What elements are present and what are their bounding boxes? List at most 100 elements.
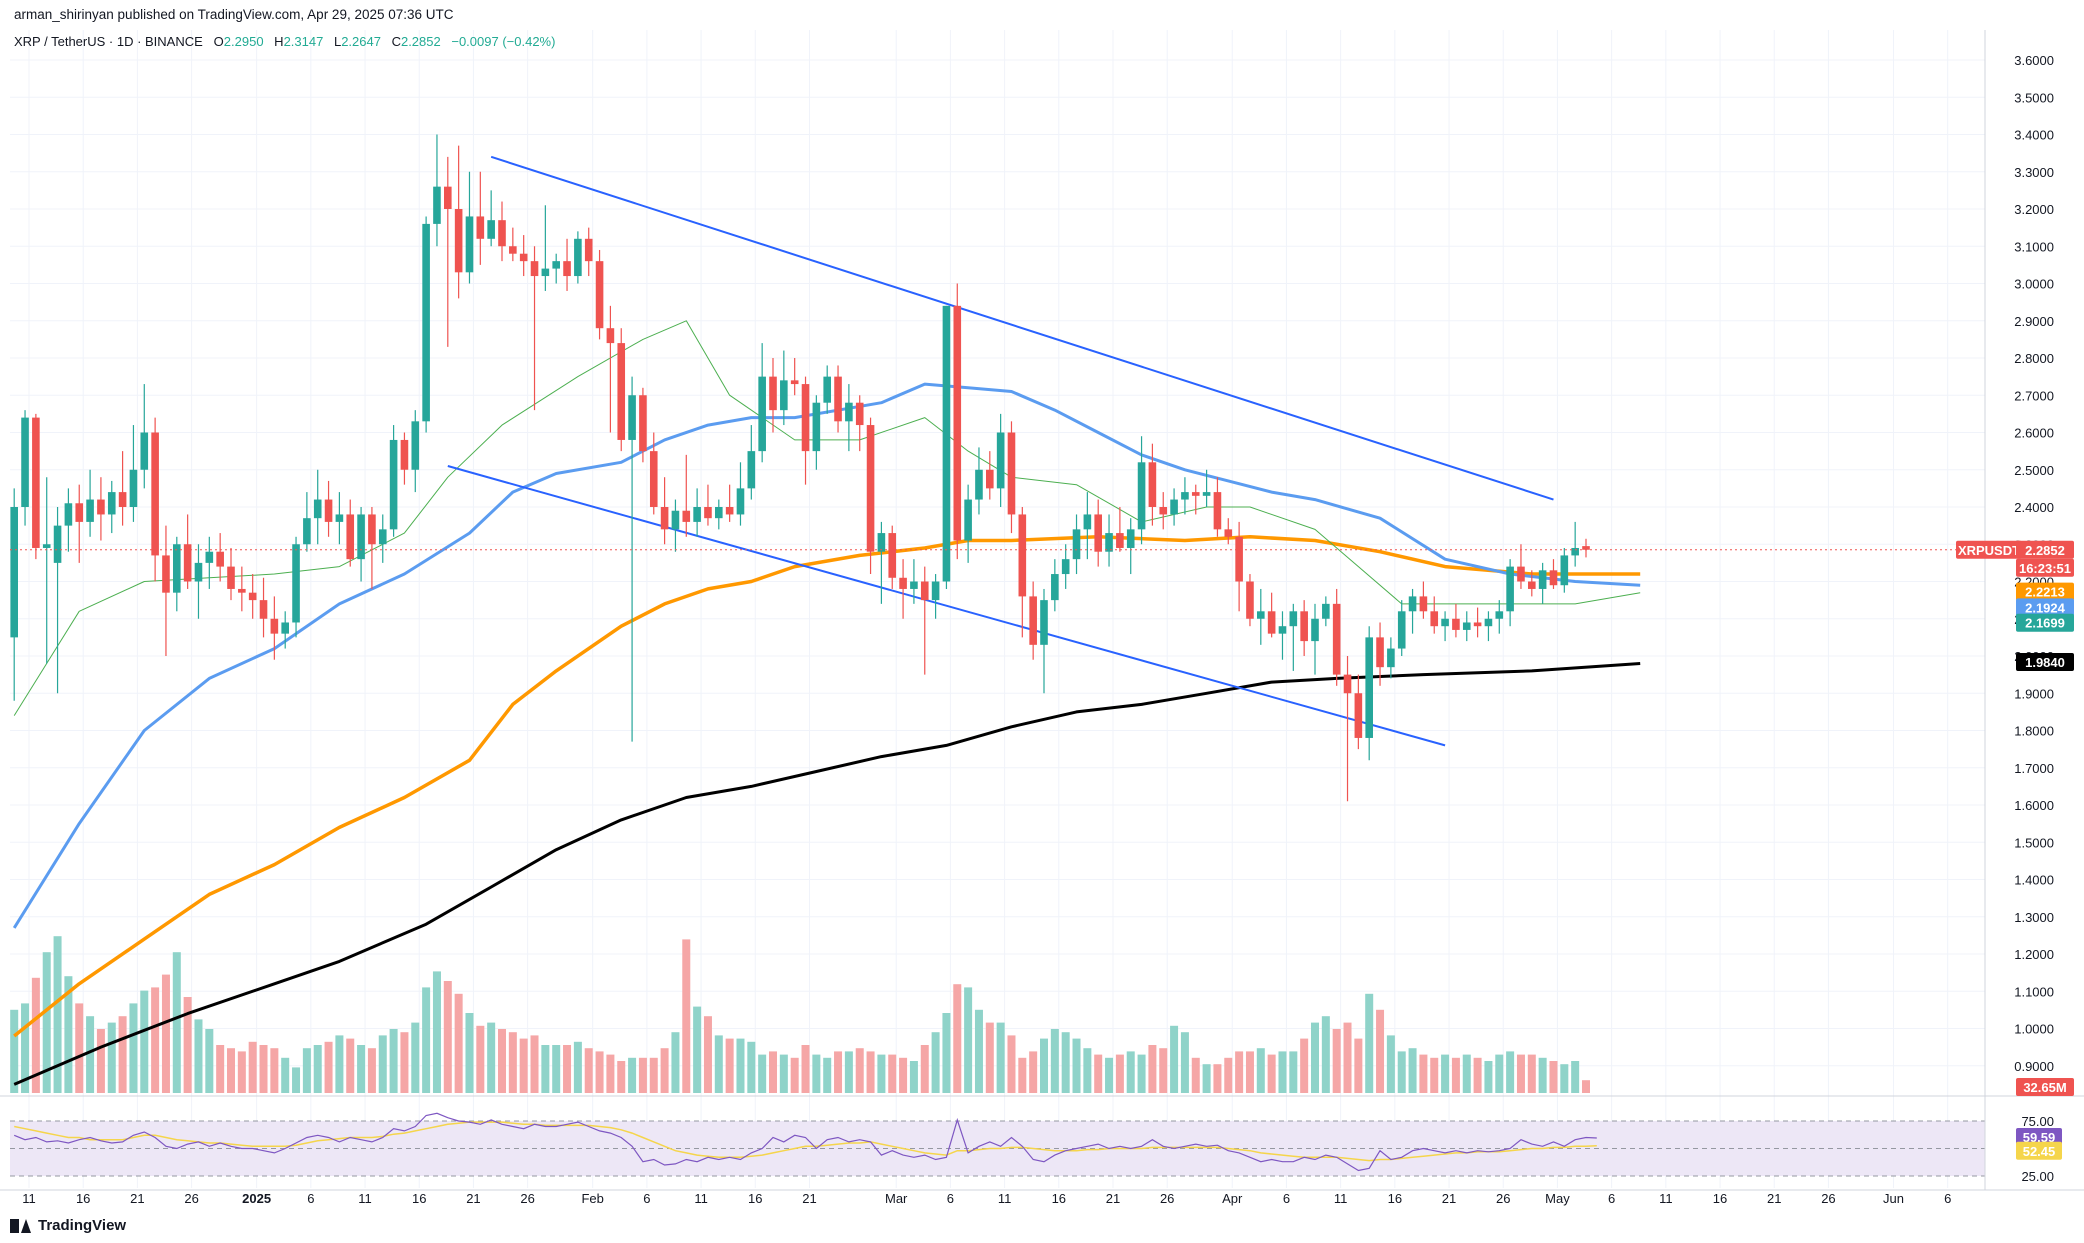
symbol-tag: XRPUSDT — [1958, 543, 2020, 558]
candle-body — [812, 402, 821, 452]
volume-bar — [378, 1035, 387, 1093]
volume-bar — [302, 1048, 311, 1093]
volume-bar — [64, 976, 73, 1093]
candle-body — [1430, 611, 1439, 627]
time-tick-label: 26 — [1496, 1191, 1510, 1206]
volume-bar — [400, 1032, 409, 1093]
candle-body — [584, 238, 593, 262]
time-tick-label: 26 — [184, 1191, 198, 1206]
volume-bar — [638, 1057, 647, 1093]
price-tick-label: 2.9000 — [2014, 314, 2054, 329]
time-tick-label: 11 — [1334, 1191, 1348, 1206]
candle-body — [454, 209, 463, 273]
price-tick-label: 3.6000 — [2014, 53, 2054, 68]
candle-body — [1289, 611, 1298, 627]
time-tick-label: 16 — [76, 1191, 90, 1206]
volume-bar — [1040, 1038, 1048, 1093]
time-tick-label: 11 — [694, 1191, 708, 1206]
candle-body — [704, 507, 712, 519]
candle-body — [823, 376, 831, 403]
ma-long-tag-bg — [2016, 652, 2074, 671]
candle-body — [465, 216, 474, 273]
volume-bar — [1018, 1057, 1027, 1093]
candle-body — [942, 305, 951, 582]
volume-bar — [259, 1045, 268, 1093]
ma-long-tag: 1.9840 — [2025, 655, 2065, 670]
candle-body — [1094, 514, 1102, 552]
volume-bar — [1094, 1054, 1103, 1093]
volume-bar — [1235, 1051, 1244, 1093]
candle-body — [1484, 618, 1493, 627]
volume-tag-bg — [2016, 1078, 2074, 1096]
candle-body — [715, 507, 723, 519]
symbol-tag-bg — [1956, 540, 2022, 559]
volume-bar — [1376, 1009, 1385, 1093]
candle-body — [682, 510, 691, 522]
volume-bar — [432, 971, 441, 1093]
countdown-tag: 16:23:51 — [2019, 561, 2071, 576]
candle-body — [1235, 536, 1243, 582]
volume-bar — [1430, 1057, 1439, 1093]
change-value: −0.0097 (−0.42%) — [451, 34, 556, 49]
time-tick-label: 6 — [947, 1191, 954, 1206]
volume-bar — [866, 1051, 875, 1093]
volume-bar — [1007, 1035, 1016, 1093]
volume-bar — [508, 1032, 517, 1093]
price-tick-label: 1.1000 — [2014, 984, 2054, 999]
time-tick-label: May — [1545, 1191, 1570, 1206]
trendlines[interactable] — [447, 155, 1554, 747]
ma-slow-tag-bg — [2016, 582, 2074, 601]
candle-body — [1072, 529, 1081, 560]
symbol-legend: XRP / TetherUS · 1D · BINANCE O2.2950 H2… — [14, 34, 555, 49]
candle-body — [162, 555, 170, 593]
candle-body — [129, 469, 138, 507]
time-tick-label: Apr — [1222, 1191, 1243, 1206]
volume-bar — [996, 1022, 1005, 1093]
close-value: 2.2852 — [400, 34, 441, 49]
trendline — [447, 465, 1446, 747]
volume-bar — [1506, 1051, 1515, 1093]
candle-body — [270, 618, 279, 634]
time-tick-label: 21 — [1442, 1191, 1456, 1206]
candle-body — [1018, 514, 1027, 597]
volume-bar — [1419, 1054, 1428, 1093]
candle-body — [1137, 462, 1146, 530]
volume-bar — [1289, 1051, 1298, 1093]
symbol-name[interactable]: XRP / TetherUS · 1D · BINANCE — [14, 34, 203, 49]
candle-body — [86, 499, 94, 522]
candle-body — [1191, 492, 1200, 496]
candle-body — [660, 507, 669, 530]
candle-body — [1538, 570, 1547, 589]
volume-bar — [1484, 1061, 1493, 1093]
last-price-tag-bg — [2016, 540, 2074, 559]
volume-bar — [1050, 1029, 1059, 1093]
publisher-line: arman_shirinyan published on TradingView… — [14, 7, 454, 22]
candle-body — [693, 507, 701, 522]
candle-body — [780, 380, 788, 411]
tradingview-brand[interactable]: TradingView — [10, 1217, 126, 1234]
candle-body — [1408, 596, 1417, 612]
volume-bar — [552, 1045, 561, 1093]
candle-body — [1202, 492, 1211, 496]
price-tick-label: 1.7000 — [2014, 761, 2054, 776]
candle-body — [563, 261, 571, 277]
time-tick-label: 26 — [1821, 1191, 1835, 1206]
candle-body — [281, 622, 289, 634]
volume-bar — [292, 1067, 301, 1093]
candle-body — [1365, 637, 1373, 738]
candle-body — [975, 469, 983, 500]
price-tick-label: 2.5000 — [2014, 463, 2054, 478]
volume-bar — [118, 1016, 127, 1093]
candle-body — [227, 566, 235, 589]
time-tick-label: 21 — [466, 1191, 480, 1206]
volume-bar — [964, 987, 973, 1093]
candle-body — [953, 305, 962, 541]
volume-bar — [346, 1038, 355, 1093]
volume-bar — [801, 1045, 810, 1093]
time-tick-label: 21 — [1767, 1191, 1781, 1206]
candle-body — [183, 544, 192, 582]
price-tick-label: 3.0000 — [2014, 277, 2054, 292]
time-tick-label: 11 — [22, 1191, 36, 1206]
volume-bar — [769, 1051, 777, 1093]
